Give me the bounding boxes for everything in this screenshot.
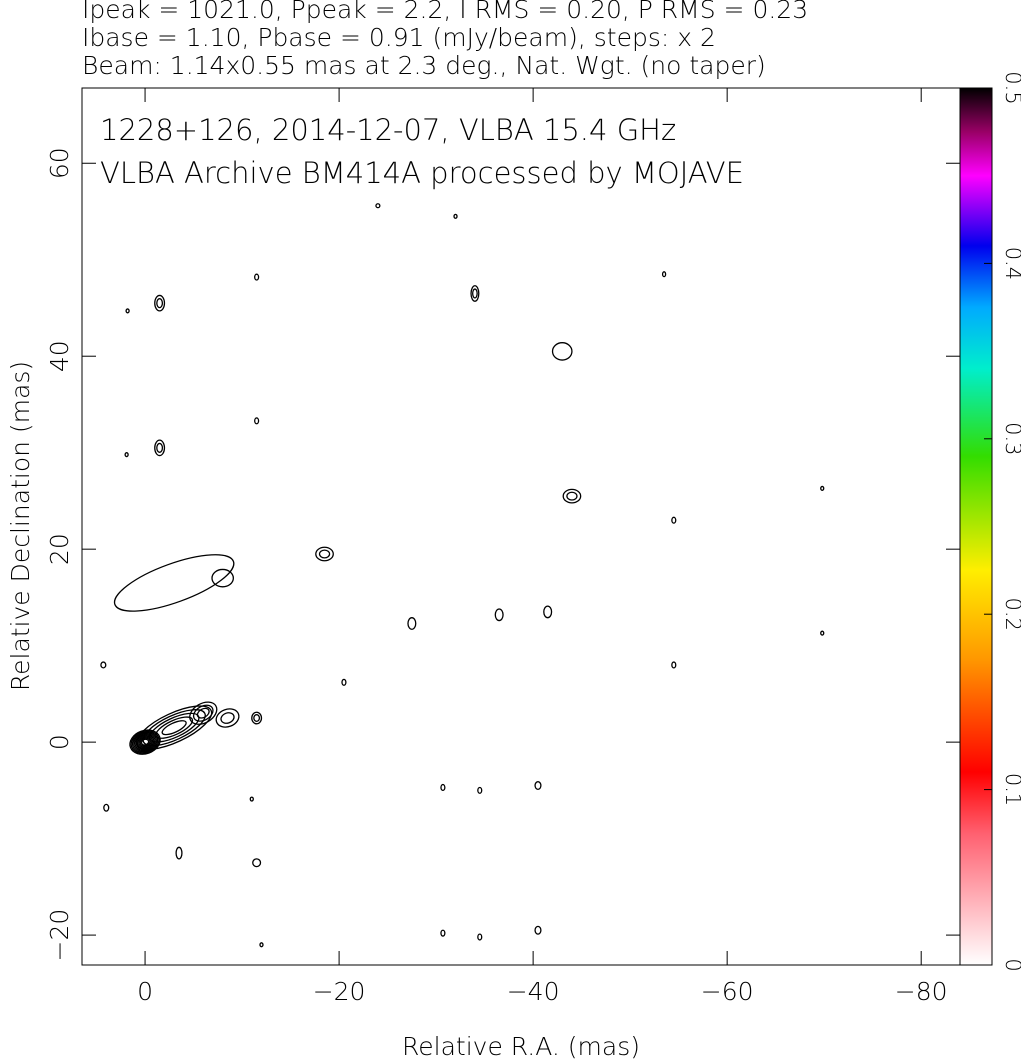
colorbar-tick-label: 0.2 [1001,597,1021,630]
contour [440,783,446,792]
contour [820,485,825,491]
contour [315,546,334,562]
contour [211,568,234,588]
contours [100,203,825,948]
contour [129,729,161,755]
contour [220,712,235,724]
contour [251,711,263,725]
colorbar-tick-label: 0.1 [1001,773,1021,806]
y-tick-label: −20 [45,909,74,962]
y-axis-label: Relative Declination (mas) [6,361,35,691]
annotation: 1228+126, 2014-12-07, VLBA 15.4 GHz [100,113,676,147]
contour [407,617,417,630]
y-tick-label: 40 [45,340,74,372]
contour [440,929,446,937]
contour [136,705,213,750]
contour [154,294,166,312]
colorbar-tick-label: 0.4 [1001,247,1021,280]
contour [192,704,214,722]
contour [133,732,157,752]
title-line: Beam: 1.14x0.55 mas at 2.3 deg., Nat. Wg… [82,51,766,80]
contour [252,858,262,868]
contour [551,342,573,361]
contour [534,925,542,935]
contour [254,417,260,425]
x-tick-label: −60 [701,977,754,1006]
x-tick-label: −80 [895,977,948,1006]
contour [124,452,129,458]
contour [253,714,261,722]
contour [375,203,381,209]
contour [820,630,825,636]
contour [100,661,107,669]
contour [453,213,458,219]
contour [472,288,478,299]
contour [562,488,582,504]
contour [494,608,504,622]
x-tick-label: −40 [507,977,560,1006]
colorbar-tick-label: 0.5 [1001,71,1021,104]
contour [543,605,553,619]
contour [534,781,542,791]
colorbar-tick-label: 0.3 [1001,422,1021,455]
contour [154,439,166,457]
y-tick-label: 0 [45,734,74,750]
y-tick-label: 20 [45,533,74,565]
y-tick-label: 60 [45,147,74,179]
title-line: Ibase = 1.10, Pbase = 0.91 (mJy/beam), s… [82,23,716,52]
contour [566,491,578,501]
contour [103,803,110,812]
contour [215,708,240,728]
contour [661,271,667,278]
contour [189,701,218,725]
contour [175,846,183,860]
contour [318,549,331,559]
contour [341,678,347,686]
contour [254,273,260,281]
contour [142,709,206,747]
contour [671,516,677,524]
annotation: VLBA Archive BM414A processed by MOJAVE [100,156,744,190]
x-tick-label: −20 [313,977,366,1006]
plot-frame [81,87,961,966]
contour [161,720,187,736]
contour [477,786,483,794]
contour [125,308,130,314]
contour [477,933,483,941]
contour [156,442,164,453]
contour [259,942,264,948]
contour [249,796,254,802]
title-line: Ipeak = 1021.0, Ppeak = 2.2, I RMS = 0.2… [82,0,808,24]
x-axis-label: Relative R.A. (mas) [402,1032,640,1060]
contour [196,707,210,719]
contour [156,298,164,309]
contour [113,554,235,612]
x-tick-label: 0 [137,977,153,1006]
colorbar [959,87,993,966]
colorbar-tick-label: 0 [1001,958,1021,971]
contour [671,661,677,669]
contour [155,716,194,739]
contour [470,285,480,302]
